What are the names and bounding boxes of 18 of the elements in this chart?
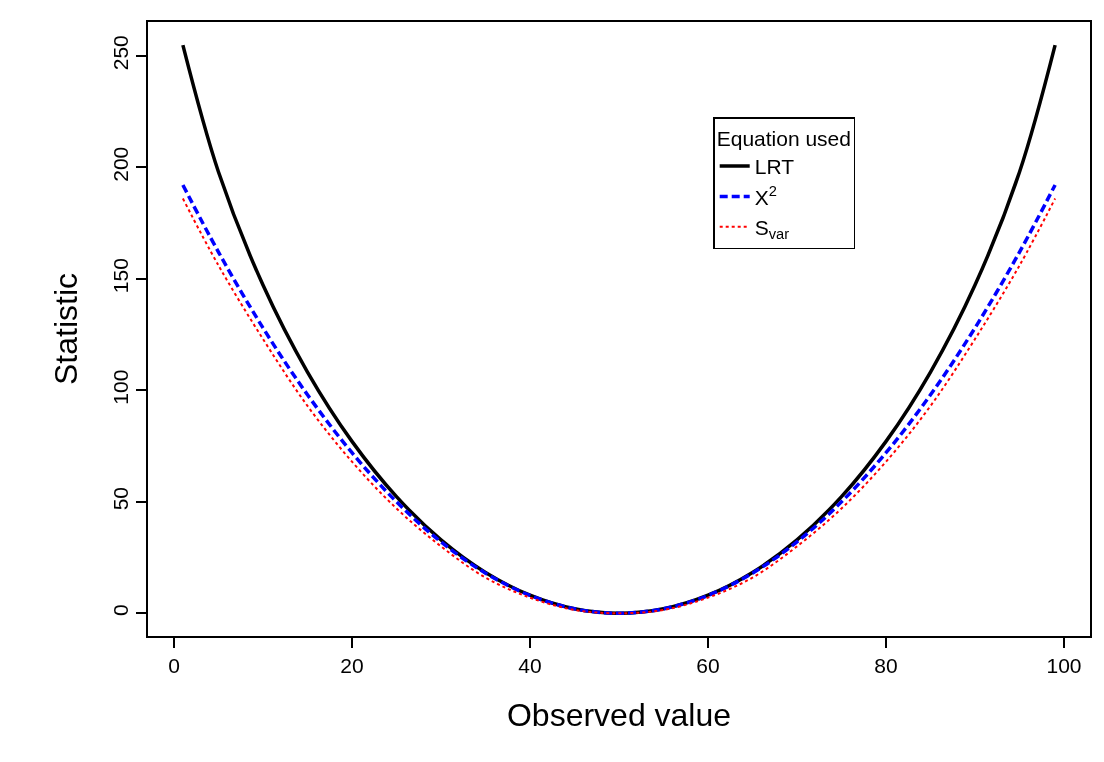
y-tick-label: 100 (108, 369, 132, 405)
legend-title: Equation used (716, 126, 851, 150)
y-tick-label: 150 (108, 258, 132, 294)
y-axis-title: Statistic (47, 272, 84, 386)
x-tick-label: 0 (168, 653, 180, 677)
x-axis-title: Observed value (506, 697, 732, 734)
y-tick-label: 250 (108, 35, 132, 71)
x-tick-label: 40 (518, 653, 542, 677)
x-tick-label: 100 (1046, 653, 1082, 677)
legend-label: S$_{var}$ (754, 215, 790, 243)
legend-label: LRT (754, 155, 795, 179)
legend-label: X$^{2}$ (754, 182, 777, 209)
x-tick-label: 80 (874, 653, 898, 677)
y-tick-label: 50 (108, 486, 132, 511)
x-tick-label: 20 (340, 653, 364, 677)
x-tick-label: 60 (696, 653, 720, 677)
y-tick-label: 200 (108, 146, 132, 182)
y-tick-label: 0 (108, 604, 132, 616)
